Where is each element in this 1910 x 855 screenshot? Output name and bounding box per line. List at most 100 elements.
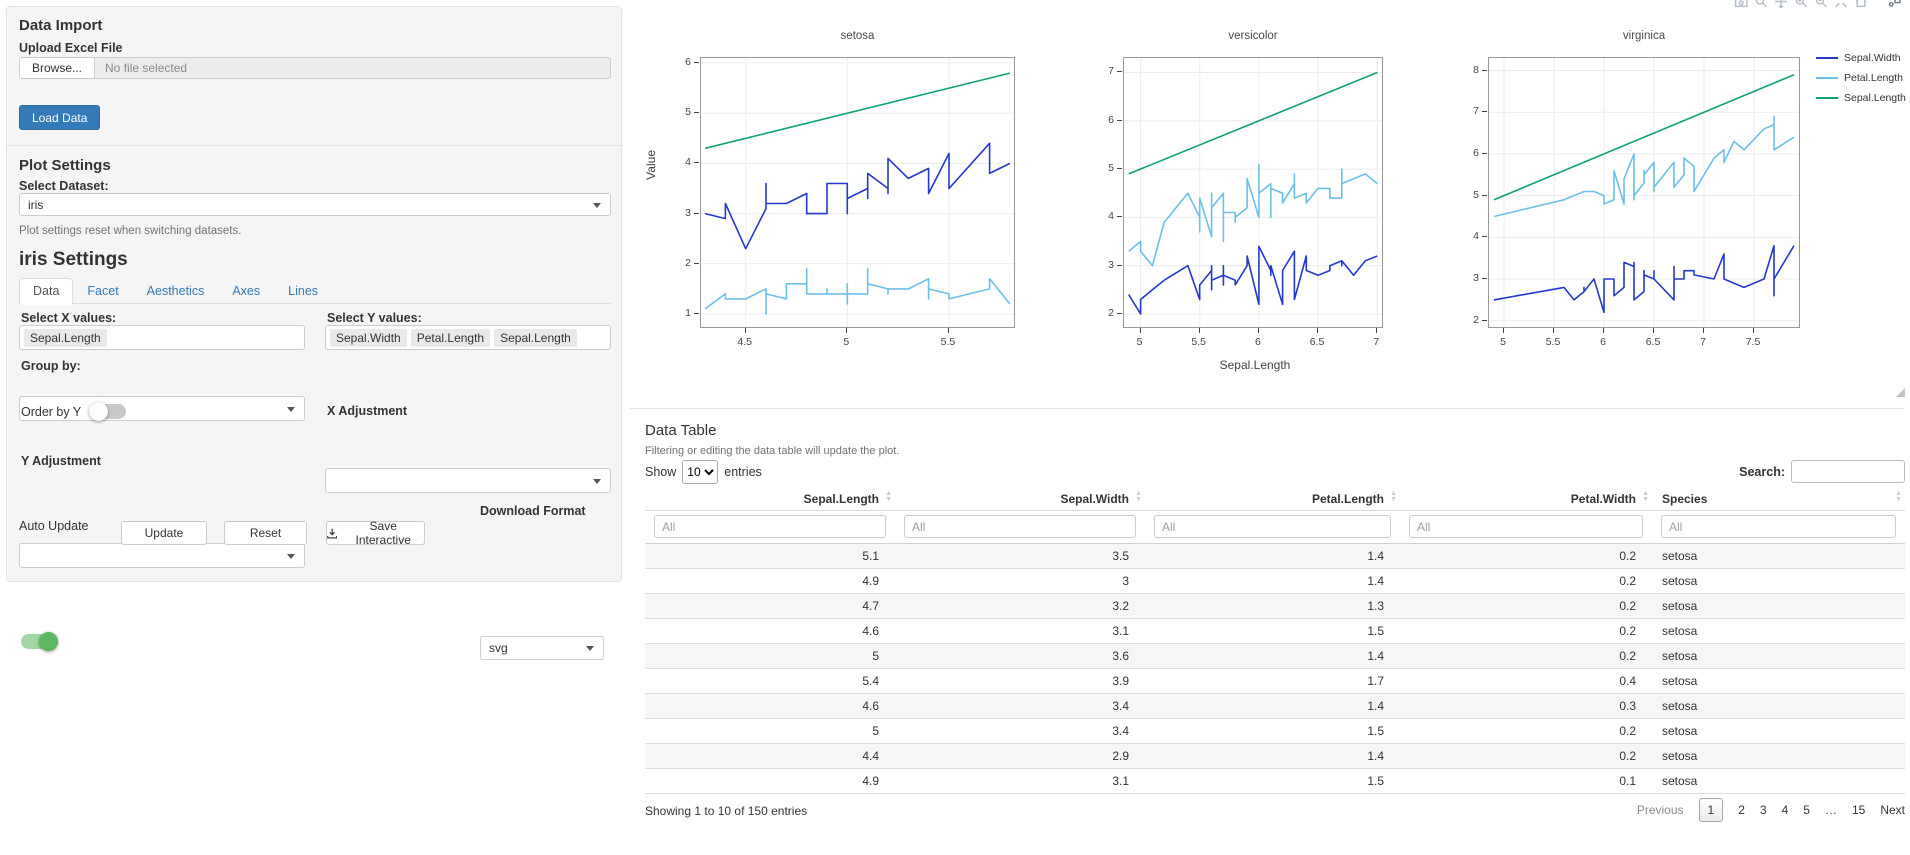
table-cell: 0.3 [1400, 693, 1652, 719]
tab-data[interactable]: Data [19, 278, 74, 305]
search-label: Search: [1739, 464, 1785, 479]
column-filter-input[interactable] [1154, 515, 1391, 538]
page-button[interactable]: 3 [1759, 803, 1767, 817]
facet-panel[interactable] [1488, 57, 1800, 328]
selected-value-tag[interactable]: Sepal.Width [330, 328, 407, 347]
column-header-sepal.width[interactable]: Sepal.Width ▲ ▼ [895, 488, 1145, 511]
x-tick-label: 5.5 [940, 336, 956, 348]
camera-icon[interactable] [1734, 0, 1748, 8]
table-cell: 1.7 [1145, 668, 1400, 694]
y-values-input[interactable]: Sepal.Width Petal.Length Sepal.Length [325, 325, 611, 350]
column-filter-input[interactable] [904, 515, 1136, 538]
x-tick-label: 7.5 [1745, 336, 1761, 348]
filter-row [645, 510, 1905, 544]
column-header-petal.length[interactable]: Petal.Length ▲ ▼ [1145, 488, 1400, 511]
legend-item[interactable]: Sepal.Width [1816, 48, 1906, 68]
dataset-select[interactable]: iris [19, 193, 611, 216]
tab-aesthetics[interactable]: Aesthetics [146, 284, 205, 298]
series-line-sepal.length [1493, 73, 1795, 201]
update-button[interactable]: Update [121, 521, 207, 545]
sort-icon[interactable]: ▲ ▼ [1135, 490, 1142, 503]
legend-item[interactable]: Petal.Length [1816, 68, 1906, 88]
zoom-in-icon[interactable] [1794, 0, 1808, 8]
column-header-label: Species [1662, 491, 1708, 506]
plot-resize-handle[interactable] [1896, 388, 1905, 397]
column-filter-input[interactable] [1661, 515, 1896, 538]
table-cell: 1.5 [1145, 618, 1400, 644]
search-input[interactable] [1791, 460, 1905, 483]
file-selected-text: No file selected [105, 61, 188, 75]
selected-value-tag[interactable]: Petal.Length [410, 328, 491, 347]
x-tick-label: 6.5 [1645, 336, 1661, 348]
save-interactive-button[interactable]: Save Interactive [326, 519, 425, 547]
facet-panel[interactable] [700, 57, 1015, 328]
column-header-petal.width[interactable]: Petal.Width ▲ ▼ [1400, 488, 1652, 511]
column-header-species[interactable]: Species ▲ ▼ [1652, 488, 1905, 511]
download-format-select[interactable]: svg [480, 636, 604, 660]
sort-icon[interactable]: ▲ ▼ [1895, 490, 1902, 503]
y-adjustment-select[interactable] [19, 543, 305, 568]
y-tick-label: 3 [1108, 258, 1114, 271]
auto-update-toggle[interactable] [21, 632, 58, 651]
facet-panel[interactable] [1123, 57, 1383, 328]
table-row[interactable]: 5 3.6 1.4 0.2 setosa [645, 643, 1905, 669]
sort-icon[interactable]: ▲ ▼ [1390, 490, 1397, 503]
hover-closest-icon[interactable] [1888, 0, 1902, 8]
selected-value-tag[interactable]: Sepal.Length [24, 328, 107, 347]
table-cell: 0.2 [1400, 543, 1652, 569]
x-adjustment-select[interactable] [325, 468, 611, 493]
next-page-button[interactable]: Next [1880, 803, 1905, 817]
page-button[interactable]: 2 [1738, 803, 1745, 817]
x-values-input[interactable]: Sepal.Length [19, 325, 305, 350]
y-tick-mark [694, 212, 699, 214]
table-row[interactable]: 5.1 3.5 1.4 0.2 setosa [645, 543, 1905, 569]
x-tick-mark [1257, 328, 1259, 333]
table-row[interactable]: 5 3.4 1.5 0.2 setosa [645, 718, 1905, 744]
table-row[interactable]: 4.4 2.9 1.4 0.2 setosa [645, 743, 1905, 769]
page-length-select[interactable]: 10 [682, 460, 719, 484]
column-header-sepal.length[interactable]: Sepal.Length ▲ ▼ [645, 488, 895, 511]
selected-value-tag[interactable]: Sepal.Length [494, 328, 577, 347]
sort-icon[interactable]: ▲ ▼ [1642, 490, 1649, 503]
current-page-button[interactable]: 1 [1698, 798, 1724, 822]
table-row[interactable]: 4.9 3.1 1.5 0.1 setosa [645, 768, 1905, 794]
reset-axes-icon[interactable] [1854, 0, 1868, 8]
group-by-select[interactable] [19, 396, 305, 421]
zoom-icon[interactable] [1754, 0, 1768, 8]
tab-facet[interactable]: Facet [87, 284, 119, 298]
legend-item[interactable]: Sepal.Length [1816, 88, 1906, 108]
entries-label: entries [724, 465, 762, 479]
zoom-out-icon[interactable] [1814, 0, 1828, 8]
table-row[interactable]: 4.6 3.1 1.5 0.2 setosa [645, 618, 1905, 644]
x-tick-label: 5 [1500, 336, 1506, 348]
table-cell: 0.2 [1400, 618, 1652, 644]
table-row[interactable]: 4.9 3 1.4 0.2 setosa [645, 568, 1905, 594]
sort-icon[interactable]: ▲ ▼ [885, 490, 892, 503]
order-by-y-toggle[interactable] [89, 402, 127, 421]
series-line-sepal.length [1128, 71, 1378, 175]
tab-axes[interactable]: Axes [232, 284, 261, 298]
y-tick-mark [694, 162, 699, 164]
load-data-button[interactable]: Load Data [19, 105, 101, 130]
page-button[interactable]: 15 [1851, 803, 1866, 817]
page-button[interactable]: 5 [1803, 803, 1810, 817]
page-button[interactable]: 4 [1781, 803, 1789, 817]
table-cell: 1.5 [1145, 718, 1400, 744]
table-row[interactable]: 4.6 3.4 1.4 0.3 setosa [645, 693, 1905, 719]
column-filter-input[interactable] [654, 515, 886, 538]
plot-settings-title: Plot Settings [19, 157, 111, 174]
pan-icon[interactable] [1774, 0, 1788, 8]
previous-page-button[interactable]: Previous [1636, 803, 1684, 817]
column-filter-input[interactable] [1409, 515, 1643, 538]
y-tick-mark [1482, 69, 1487, 71]
browse-button[interactable]: Browse... [20, 58, 96, 78]
table-body: 5.1 3.5 1.4 0.2 setosa 4.9 3 1.4 0.2 setosa 4.7 3.2… [645, 543, 1905, 794]
reset-button[interactable]: Reset [224, 521, 307, 545]
tab-lines[interactable]: Lines [288, 284, 319, 298]
table-row[interactable]: 4.7 3.2 1.3 0.2 setosa [645, 593, 1905, 619]
autoscale-icon[interactable] [1834, 0, 1848, 8]
table-row[interactable]: 5.4 3.9 1.7 0.4 setosa [645, 668, 1905, 694]
x-tick-mark [1653, 328, 1654, 333]
file-input: Browse... No file selected [19, 57, 611, 79]
